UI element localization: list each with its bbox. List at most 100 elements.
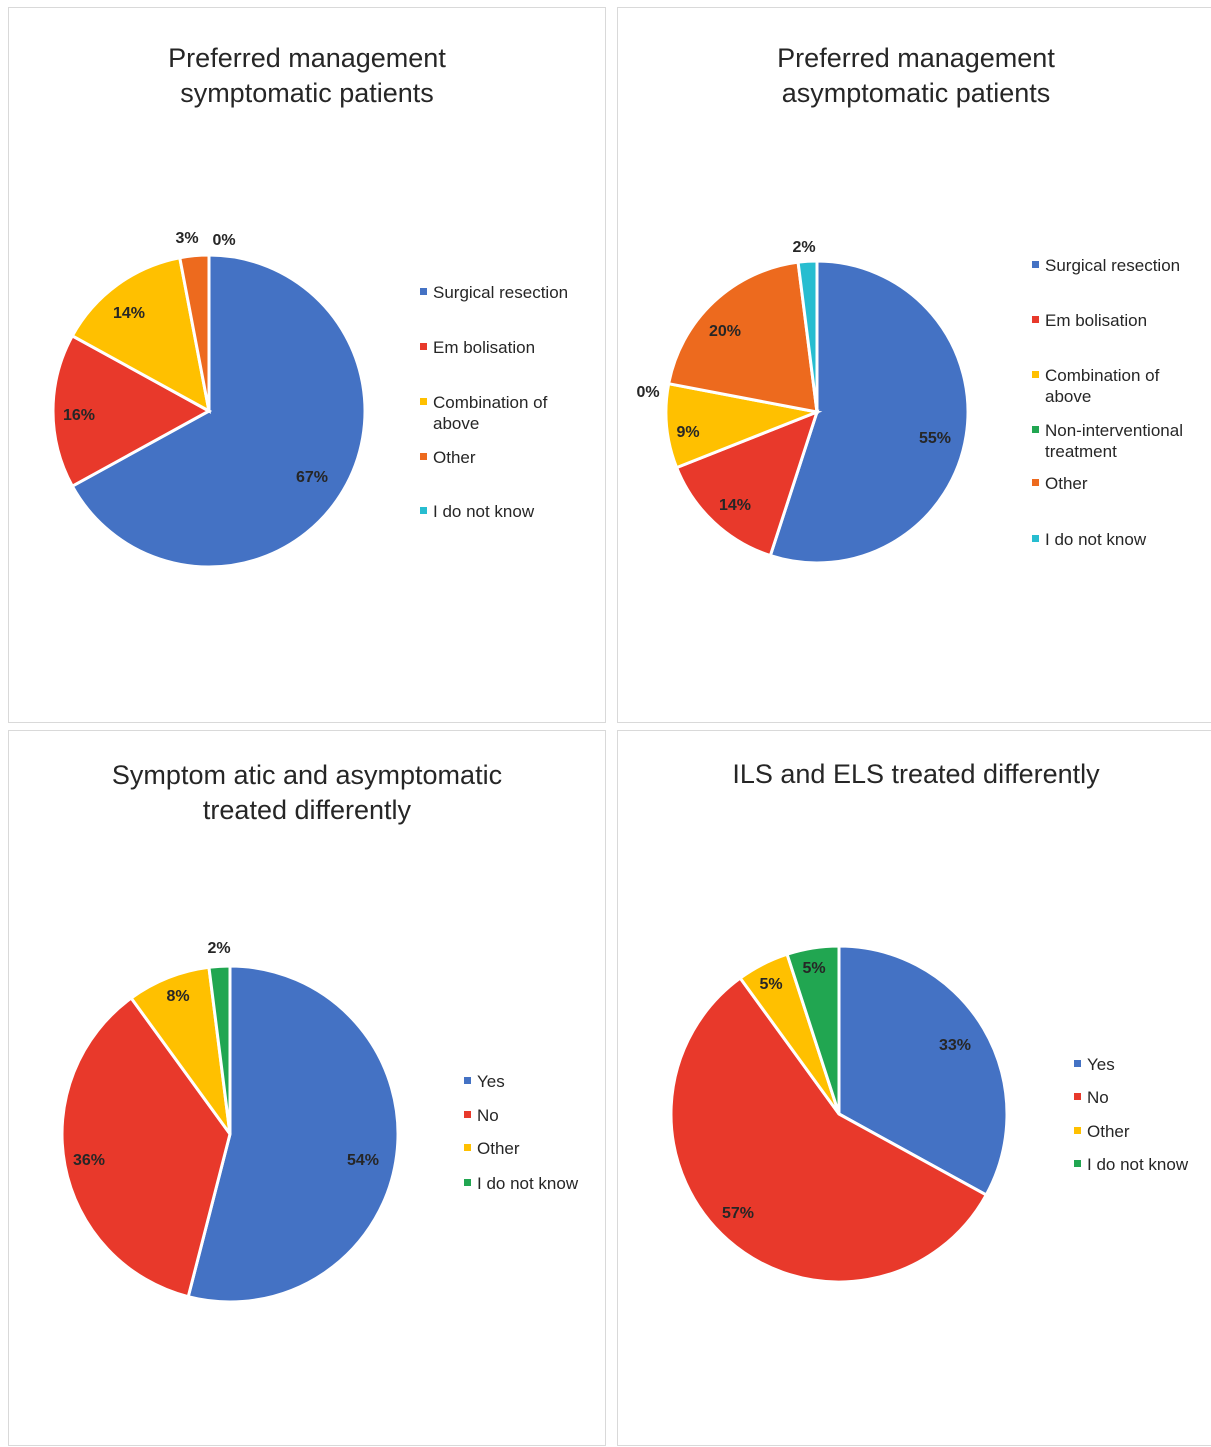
pie-slice-embolisation: [51, 333, 213, 489]
legend-label: No: [477, 1106, 499, 1125]
legend-entry: Em bolisation: [420, 338, 535, 357]
chart-title: symptomatic patients: [180, 78, 434, 108]
data-label: 3%: [175, 230, 198, 247]
legend-label: Yes: [1087, 1055, 1115, 1074]
data-label: 9%: [676, 424, 699, 441]
legend-label: Other: [1087, 1122, 1130, 1141]
legend-entry: Other: [1032, 474, 1088, 493]
pie-slice-no: [669, 975, 989, 1284]
data-label: 16%: [63, 407, 95, 424]
legend-entry: Surgical resection: [1032, 256, 1180, 275]
legend-swatch: [1032, 371, 1039, 378]
data-label: 2%: [792, 239, 815, 256]
legend-swatch: [1032, 261, 1039, 268]
legend-entry: Combination of above: [420, 393, 548, 433]
pie-slice-yes: [186, 964, 400, 1304]
data-label: 0%: [636, 384, 659, 401]
pie-slice-no: [60, 995, 232, 1299]
legend-swatch: [1074, 1093, 1081, 1100]
pie-slice-other: [178, 253, 211, 412]
legend-label: Non-interventional: [1045, 421, 1183, 440]
legend-label: I do not know: [1087, 1155, 1189, 1174]
chart-title: asymptomatic patients: [782, 78, 1051, 108]
legend-swatch: [464, 1111, 471, 1118]
legend-entry: Other: [420, 448, 476, 467]
chart-panel-asymptomatic: Preferred management asymptomatic patient…: [617, 7, 1211, 723]
legend-swatch: [1032, 535, 1039, 542]
chart-title: Preferred management: [777, 43, 1055, 73]
pie-slice-embolisation: [674, 409, 820, 558]
legend-entry: I do not know: [1074, 1155, 1189, 1174]
legend-swatch: [420, 507, 427, 514]
data-label: 36%: [73, 1152, 105, 1169]
legend-label: Other: [433, 448, 476, 467]
data-label: 57%: [722, 1205, 754, 1222]
legend-label: Other: [1045, 474, 1088, 493]
legend-label: Other: [477, 1139, 520, 1158]
legend-entry: No: [464, 1106, 499, 1125]
pie-chart-svg: Preferred management symptomatic patients…: [51, 43, 568, 569]
data-label: 5%: [759, 976, 782, 993]
legend-label: Combination of: [433, 393, 548, 412]
legend-swatch: [1074, 1127, 1081, 1134]
legend-swatch: [420, 343, 427, 350]
legend-label: treatment: [1045, 442, 1117, 461]
legend-entry: Non-interventional treatment: [1032, 421, 1183, 461]
chart-title: Symptom atic and asymptomatic: [112, 760, 502, 790]
pie-slice-other: [666, 260, 819, 414]
data-label: 2%: [207, 940, 230, 957]
legend-swatch: [420, 398, 427, 405]
chart-title: Preferred management: [168, 43, 446, 73]
data-label: 0%: [212, 232, 235, 249]
pie-slice-i-do-not-know: [785, 944, 841, 1115]
pie-slice-surgical-resection: [768, 259, 970, 565]
legend-label: above: [1045, 387, 1091, 406]
pie-slice-surgical-resection: [70, 253, 367, 569]
data-label: 14%: [113, 305, 145, 322]
legend-swatch: [1032, 479, 1039, 486]
legend-swatch: [1074, 1160, 1081, 1167]
legend-entry: Yes: [1074, 1055, 1115, 1074]
data-label: 20%: [709, 323, 741, 340]
pie-chart-svg: ILS and ELS treated differently 33% 57% 5% 5…: [669, 759, 1189, 1284]
legend-swatch: [464, 1077, 471, 1084]
legend-entry: Yes: [464, 1072, 505, 1091]
legend-entry: I do not know: [420, 502, 535, 521]
data-label: 8%: [166, 988, 189, 1005]
legend-swatch: [1032, 316, 1039, 323]
legend-label: No: [1087, 1088, 1109, 1107]
data-label: 14%: [719, 497, 751, 514]
legend-label: Surgical resection: [433, 283, 568, 302]
chart-panel-symptomatic: Preferred management symptomatic patients…: [8, 7, 606, 723]
legend-entry: I do not know: [464, 1174, 579, 1193]
pie-slice-combination-of-above: [664, 381, 823, 470]
legend-swatch: [420, 288, 427, 295]
chart-title: treated differently: [203, 795, 412, 825]
legend-label: Em bolisation: [1045, 311, 1147, 330]
legend-entry: No: [1074, 1088, 1109, 1107]
legend-entry: Other: [1074, 1122, 1130, 1141]
pie-slice-combination-of-above: [70, 256, 212, 414]
legend-swatch: [420, 453, 427, 460]
data-label: 54%: [347, 1152, 379, 1169]
data-label: 55%: [919, 430, 951, 447]
pie-slice-i-do-not-know: [796, 259, 819, 413]
legend-label: Combination of: [1045, 366, 1160, 385]
legend-entry: I do not know: [1032, 530, 1147, 549]
legend-entry: Surgical resection: [420, 283, 568, 302]
data-label: 33%: [939, 1037, 971, 1054]
legend-label: I do not know: [477, 1174, 579, 1193]
legend-swatch: [1032, 426, 1039, 433]
data-label: 5%: [802, 960, 825, 977]
legend-entry: Em bolisation: [1032, 311, 1147, 330]
pie-slice-yes: [837, 944, 1009, 1197]
legend-label: I do not know: [433, 502, 535, 521]
chart-title: ILS and ELS treated differently: [732, 759, 1100, 789]
legend-label: Em bolisation: [433, 338, 535, 357]
legend-entry: Other: [464, 1139, 520, 1158]
legend-label: I do not know: [1045, 530, 1147, 549]
legend-label: Yes: [477, 1072, 505, 1091]
pie-chart-svg: Symptom atic and asymptomatic treated dif…: [60, 760, 579, 1304]
legend-swatch: [464, 1144, 471, 1151]
legend-entry: Combination of above: [1032, 366, 1160, 406]
